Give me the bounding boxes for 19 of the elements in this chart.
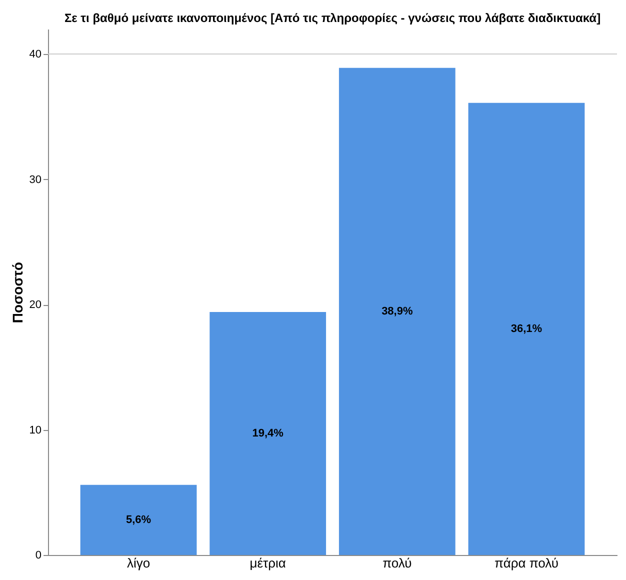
chart-title: Σε τι βαθμό μείνατε ικανοποιημένος [Από τις πληροφορίες - γνώσεις που λάβατε διαδικτυακά] [64, 11, 601, 25]
data-label: 38,9% [382, 305, 413, 318]
x-tick-label: μέτρια [250, 556, 286, 570]
y-tick-label: 40 [29, 48, 42, 61]
y-tick-label: 10 [29, 424, 42, 436]
x-tick-label: λίγο [126, 556, 150, 570]
y-tick-label: 30 [29, 174, 42, 186]
x-tick-label: πολύ [382, 556, 412, 570]
x-tick-label: πάρα πολύ [494, 556, 558, 570]
data-label: 36,1% [510, 322, 542, 335]
bar [210, 312, 326, 555]
data-label: 5,6% [126, 514, 152, 526]
bar [80, 484, 197, 555]
data-label: 19,4% [252, 428, 284, 440]
y-tick-label: 0 [35, 550, 42, 562]
y-axis-title: Ποσοστό [9, 262, 26, 324]
y-tick-label: 20 [29, 299, 42, 312]
bar [338, 68, 456, 555]
bar [468, 102, 585, 555]
